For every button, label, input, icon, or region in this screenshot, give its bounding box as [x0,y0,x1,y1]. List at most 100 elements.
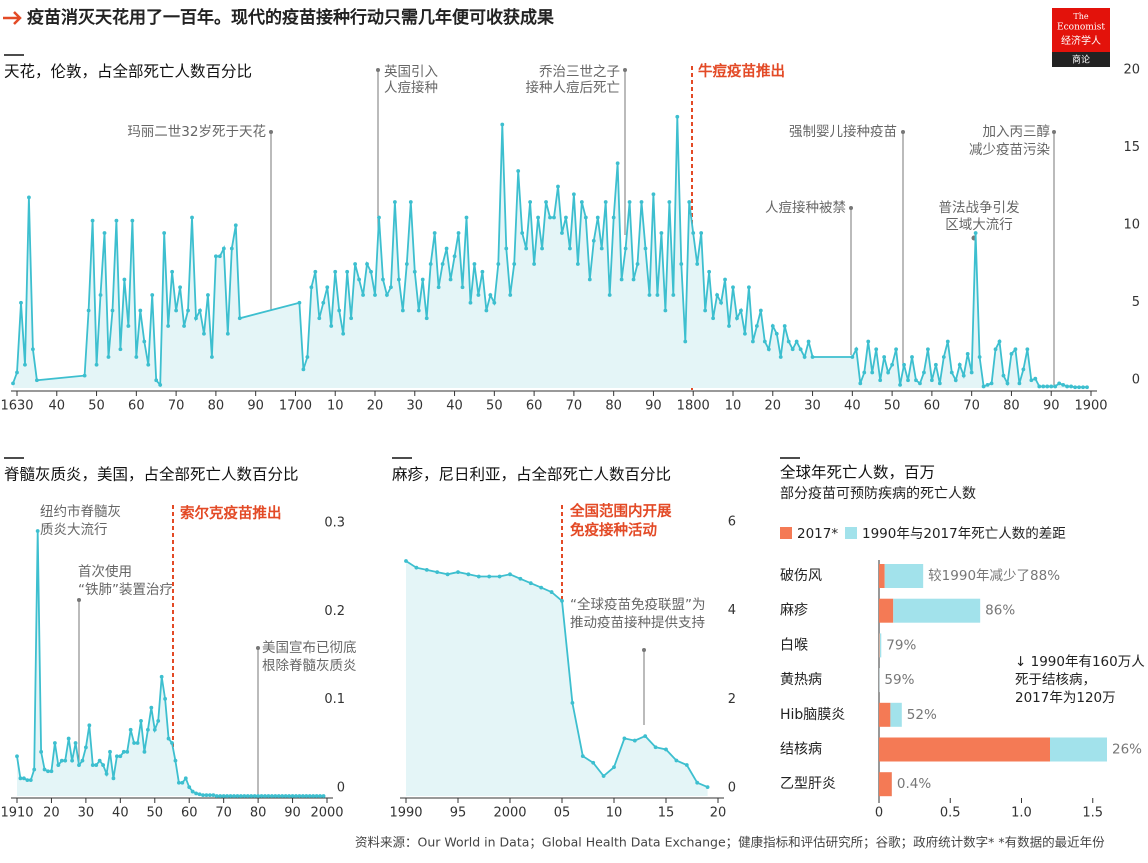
point [408,200,413,204]
point [770,324,775,328]
point [15,754,19,759]
point [1009,352,1014,356]
point [23,362,27,367]
point [404,262,409,266]
point [580,754,585,758]
point [170,741,174,745]
y-tick-label: 0.3 [324,516,345,531]
point [870,370,875,375]
logo-cn: 经济学人 [1061,34,1101,47]
point [679,262,684,266]
x-tick-label: 70 [963,399,980,414]
point [675,114,680,119]
y-tick-label: 20 [1123,63,1140,78]
point [886,370,891,375]
point [472,262,477,266]
point [373,293,377,297]
point [902,362,906,367]
point [214,794,219,798]
point [211,793,216,798]
x-tick-label: 90 [247,399,264,414]
point [154,378,159,383]
x-tick-label: 90 [645,399,662,414]
point [985,383,990,387]
point [280,794,285,798]
point [158,383,163,387]
x-tick-label: 40 [446,399,463,414]
point [206,293,210,297]
leader-dot [376,68,380,72]
point [914,378,918,383]
point [97,758,102,763]
point [182,324,186,328]
point [898,383,902,387]
point [313,269,318,274]
category-label: 麻疹 [780,603,808,619]
point [122,277,127,282]
x-tick-label: 0.5 [940,806,961,821]
point [858,381,863,386]
point [524,246,529,251]
x-tick-label: 1900 [1074,399,1107,414]
point [325,285,330,290]
y-tick-label: 0 [728,781,736,796]
point [587,277,592,282]
point [263,794,267,798]
point [933,362,938,367]
point [520,231,525,235]
category-label: 乙型肝炎 [780,776,836,792]
category-label: 白喉 [780,637,808,653]
point [739,308,743,313]
x-tick-label: 80 [605,399,622,414]
point [874,347,879,352]
y-tick-label: 0 [337,781,345,796]
bar-label: 59% [884,672,914,688]
point [560,231,564,235]
point [575,262,580,266]
point [735,316,739,321]
leader-dot [623,68,627,72]
point [416,308,421,313]
x-tick-label: 20 [710,806,727,821]
point [723,277,727,282]
x-tick-label: 90 [1043,399,1060,414]
point [570,701,575,705]
event-label: 免疫接种活动 [570,521,657,539]
point [80,758,85,763]
point [128,727,133,732]
point [671,293,676,297]
point [77,763,81,767]
point [318,794,323,798]
point [392,200,397,204]
x-tick-label: 50 [884,399,901,414]
point [806,339,811,344]
bar [1050,737,1107,762]
point [627,200,632,204]
category-label: 破伤风 [780,568,822,584]
point [27,195,31,200]
point [301,367,306,372]
point [556,184,560,189]
x-tick-label: 1990 [389,806,422,821]
point [190,215,194,220]
point [59,758,64,763]
bar [879,772,892,797]
point [619,277,624,282]
point [225,794,230,798]
page-title: 疫苗消灭天花用了一百年。现代的疫苗接种行动只需几年便可收获成果 [27,7,554,28]
area [13,116,1088,389]
x-tick-label: 10 [606,806,623,821]
point [866,339,871,344]
point [369,269,373,274]
y-tick-label: 4 [728,603,736,618]
point [926,347,930,352]
point [1037,384,1042,389]
point [202,331,206,336]
point [961,373,966,378]
point [487,574,492,579]
point [965,352,970,356]
point [528,200,533,204]
point [365,262,369,266]
point [1069,384,1074,389]
point [142,749,147,754]
